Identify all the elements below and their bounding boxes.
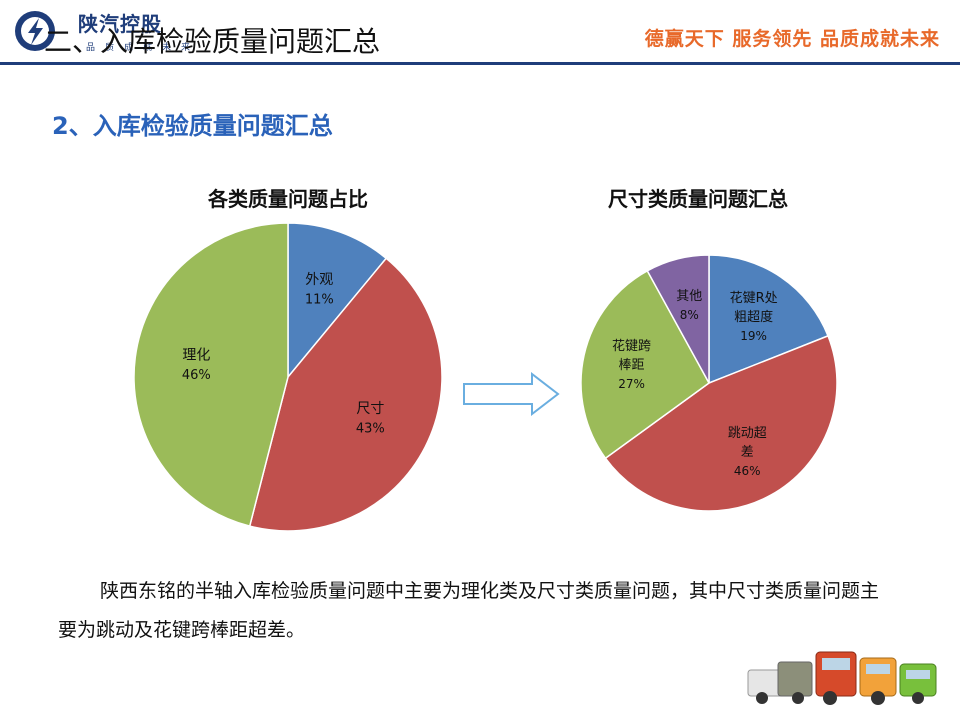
pie2-slice-1	[708, 254, 829, 385]
pie2-category-4: 其他	[676, 289, 702, 304]
logo-sub-text: 品质成就未来	[86, 43, 201, 53]
pie1-label-2: 尺寸 43%	[356, 401, 385, 437]
pie2-category-2: 跳动超	[728, 426, 767, 441]
pie1-slice-2	[248, 257, 443, 532]
right-chart-title: 尺寸类质量问题汇总	[608, 187, 788, 211]
section-title: 2、入库检验质量问题汇总	[52, 112, 333, 140]
header-divider	[0, 62, 960, 65]
pie2-slice-4	[646, 254, 710, 384]
header-title: 二、入库检验质量问题汇总	[44, 25, 381, 58]
pie1-category-3: 理化	[182, 347, 210, 363]
pie1-category-1: 外观	[305, 272, 333, 288]
pie2-category-1: 花键R处	[730, 290, 778, 306]
pie1-value-2: 43%	[356, 421, 385, 436]
pie2-value-3: 27%	[618, 377, 645, 391]
pie2-label-3: 花键跨棒距 27%	[612, 338, 651, 391]
pie1-category-2: 尺寸	[356, 401, 384, 417]
pie1-label-3: 理化 46%	[182, 347, 211, 383]
pie2-value-1: 19%	[740, 329, 767, 343]
right-arrow-icon	[463, 372, 560, 416]
logo-brand-text: 陕汽控股	[78, 12, 162, 36]
pie1-label-1: 外观 11%	[305, 272, 334, 308]
summary-paragraph: 陕西东铭的半轴入库检验质量问题中主要为理化类及尺寸类质量问题，其中尺寸类质量问题…	[58, 580, 880, 641]
shaanxi-logo-icon	[15, 11, 55, 51]
pie1-value-3: 46%	[182, 368, 211, 383]
pie2-category-1: 粗超度	[734, 309, 773, 325]
pie2-category-3: 花键跨	[612, 338, 651, 354]
header-slogan: 德赢天下 服务领先 品质成就未来	[644, 28, 940, 50]
pie2-category-2: 差	[741, 445, 754, 460]
pie1-value-1: 11%	[305, 293, 334, 308]
pie2-category-3: 棒距	[619, 358, 645, 373]
pie2-label-4: 其他 8%	[676, 289, 702, 322]
header: 陕汽控股 品质成就未来 二、入库检验质量问题汇总 德赢天下 服务领先 品质成就未…	[0, 0, 960, 62]
pie2-slice-2	[604, 334, 838, 512]
pie2-slice-3	[580, 269, 710, 460]
pie1-slice-3	[133, 222, 289, 528]
pie2-value-4: 8%	[680, 308, 699, 322]
pie1-slice-1	[287, 222, 388, 380]
trucks-image-icon	[747, 651, 937, 705]
left-chart-title: 各类质量问题占比	[208, 187, 368, 211]
pie2-value-2: 46%	[734, 464, 761, 478]
